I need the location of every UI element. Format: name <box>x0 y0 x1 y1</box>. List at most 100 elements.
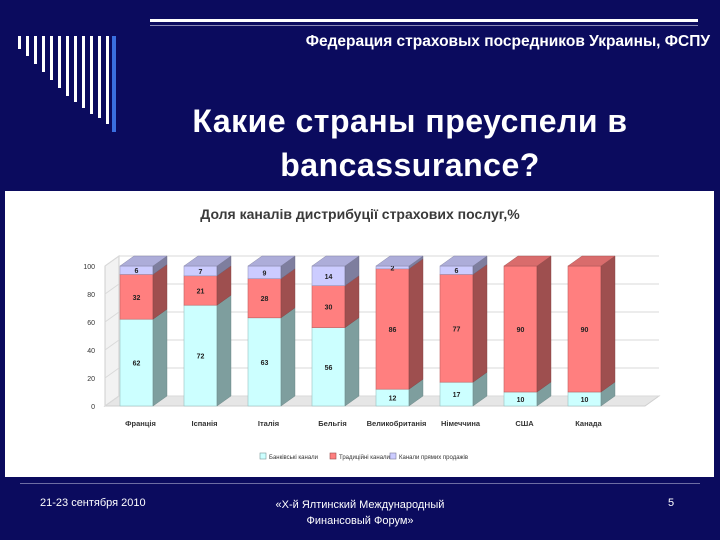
footer-rule <box>20 483 700 484</box>
page-number: 5 <box>668 497 675 509</box>
decorative-bar <box>26 36 29 56</box>
decorative-bar <box>50 36 53 80</box>
bar-top <box>375 255 424 267</box>
decorative-bar <box>42 36 45 72</box>
bar-segment <box>311 285 346 328</box>
footer-event-line2: Финансовый Форум» <box>306 515 414 527</box>
decorative-bar <box>112 36 116 132</box>
data-label: 30 <box>325 305 333 312</box>
category-label: Великобританія <box>367 419 427 428</box>
gridline-side <box>104 283 120 295</box>
decorative-bar <box>98 36 101 118</box>
bar-segment <box>183 304 218 407</box>
category-label: Німеччина <box>441 419 481 428</box>
slide-title-line2: bancassurance? <box>280 147 540 183</box>
slide-title: Какие страны преуспели в bancassurance? <box>105 99 715 187</box>
data-label: 90 <box>581 327 589 334</box>
bar-segment <box>503 265 538 393</box>
decorative-bar <box>18 36 21 49</box>
category-label: США <box>515 419 534 428</box>
data-label: 6 <box>455 268 459 275</box>
bar-segment <box>247 278 282 319</box>
bar-segment <box>439 274 474 383</box>
bar-top <box>567 255 616 267</box>
bar-top <box>183 255 232 267</box>
decorative-bar <box>58 36 61 88</box>
bar-top <box>119 255 168 267</box>
data-label: 14 <box>325 274 333 281</box>
chart-panel: Доля каналів дистрибуції страхових послу… <box>5 191 714 477</box>
slide-title-line1: Какие страны преуспели в <box>192 103 628 139</box>
bar-segment <box>119 274 154 320</box>
bar-segment-side <box>152 308 168 407</box>
chart-title: Доля каналів дистрибуції страхових послу… <box>200 206 520 222</box>
y-tick-label: 60 <box>87 320 95 327</box>
decorative-bar <box>66 36 69 96</box>
legend-swatch <box>329 452 337 460</box>
category-label: Іспанія <box>192 419 218 428</box>
gridline-side <box>104 255 120 267</box>
category-label: Франція <box>125 419 156 428</box>
bar-top <box>503 255 552 267</box>
bar-segment-side <box>472 264 488 383</box>
bar-segment-side <box>408 258 424 390</box>
y-tick-label: 40 <box>87 348 95 355</box>
y-tick-label: 100 <box>83 264 95 271</box>
data-label: 90 <box>517 327 525 334</box>
header-rule-thin <box>150 25 698 26</box>
data-label: 9 <box>263 270 267 277</box>
decorative-bar <box>74 36 77 102</box>
legend-swatch <box>259 452 267 460</box>
data-label: 7 <box>199 269 203 276</box>
stacked-bar-chart: Доля каналів дистрибуції страхових послу… <box>83 206 661 461</box>
data-label: 77 <box>453 326 461 333</box>
y-tick-label: 80 <box>87 292 95 299</box>
legend-label: Традиційні канали <box>339 454 390 461</box>
gridline-side <box>104 339 120 351</box>
bar-segment <box>247 317 282 407</box>
bar-segment <box>375 268 410 390</box>
footer-date: 21-23 сентября 2010 <box>40 497 146 509</box>
decorative-bar <box>106 36 109 124</box>
data-label: 6 <box>135 268 139 275</box>
bar-top <box>247 255 296 267</box>
bar-top <box>439 255 488 267</box>
legend-label: Банківські канали <box>269 455 318 461</box>
data-label: 28 <box>261 296 269 303</box>
data-label: 17 <box>453 392 461 399</box>
bar-top <box>311 255 360 267</box>
decorative-bar <box>90 36 93 114</box>
bar-segment-side <box>536 255 552 393</box>
data-label: 63 <box>261 360 269 367</box>
legend-label: Канали прямих продажів <box>399 455 468 461</box>
data-label: 86 <box>389 327 397 334</box>
data-label: 72 <box>197 354 205 361</box>
data-label: 32 <box>133 295 141 302</box>
data-label: 21 <box>197 289 205 296</box>
data-label: 2 <box>391 265 395 272</box>
y-tick-label: 20 <box>87 376 95 383</box>
bar-segment-side <box>344 317 360 407</box>
data-label: 56 <box>325 365 333 372</box>
legend-swatch <box>389 452 397 460</box>
data-label: 12 <box>389 396 397 403</box>
category-label: Канада <box>575 419 602 428</box>
bar-segment-side <box>280 307 296 407</box>
footer-event-line1: «Х-й Ялтинский Международный <box>275 499 445 511</box>
category-label: Італія <box>258 419 279 428</box>
gridline-side <box>104 367 120 379</box>
gridline-side <box>104 311 120 323</box>
decorative-bar <box>82 36 85 108</box>
bar-segment-side <box>600 255 616 393</box>
data-label: 10 <box>581 397 589 404</box>
footer-event: «Х-й Ялтинский Международный Финансовый … <box>240 497 480 529</box>
decorative-bar <box>34 36 37 64</box>
category-label: Бельгія <box>318 419 347 428</box>
y-tick-label: 0 <box>91 404 95 411</box>
chart-side-wall <box>104 255 120 407</box>
data-label: 10 <box>517 397 525 404</box>
bar-segment <box>567 265 602 393</box>
gridline-side <box>104 395 120 407</box>
header-rule <box>150 19 698 22</box>
data-label: 62 <box>133 361 141 368</box>
